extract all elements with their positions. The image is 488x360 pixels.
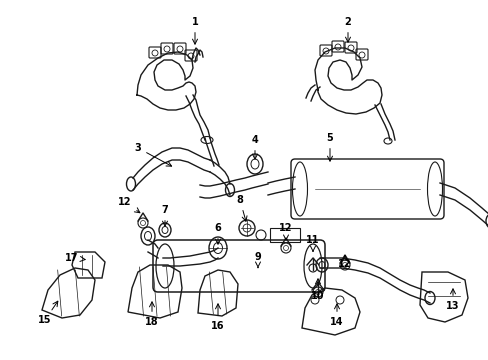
Text: 12: 12 [118,197,140,213]
Text: 12: 12 [338,256,351,269]
Text: 16: 16 [211,304,224,331]
Text: 18: 18 [145,302,159,327]
Text: 5: 5 [326,133,333,161]
Text: 12: 12 [279,223,292,240]
Text: 2: 2 [344,17,351,42]
Text: 15: 15 [38,301,58,325]
Text: 13: 13 [446,289,459,311]
Text: 8: 8 [236,195,246,221]
Text: 6: 6 [214,223,221,244]
Text: 3: 3 [134,143,171,166]
Text: 4: 4 [251,135,258,159]
Text: 17: 17 [65,253,85,263]
Text: 10: 10 [311,279,324,301]
Text: 1: 1 [191,17,198,44]
Text: 14: 14 [329,304,343,327]
Text: 11: 11 [305,235,319,251]
Text: 9: 9 [254,252,261,267]
Text: 7: 7 [162,205,168,226]
